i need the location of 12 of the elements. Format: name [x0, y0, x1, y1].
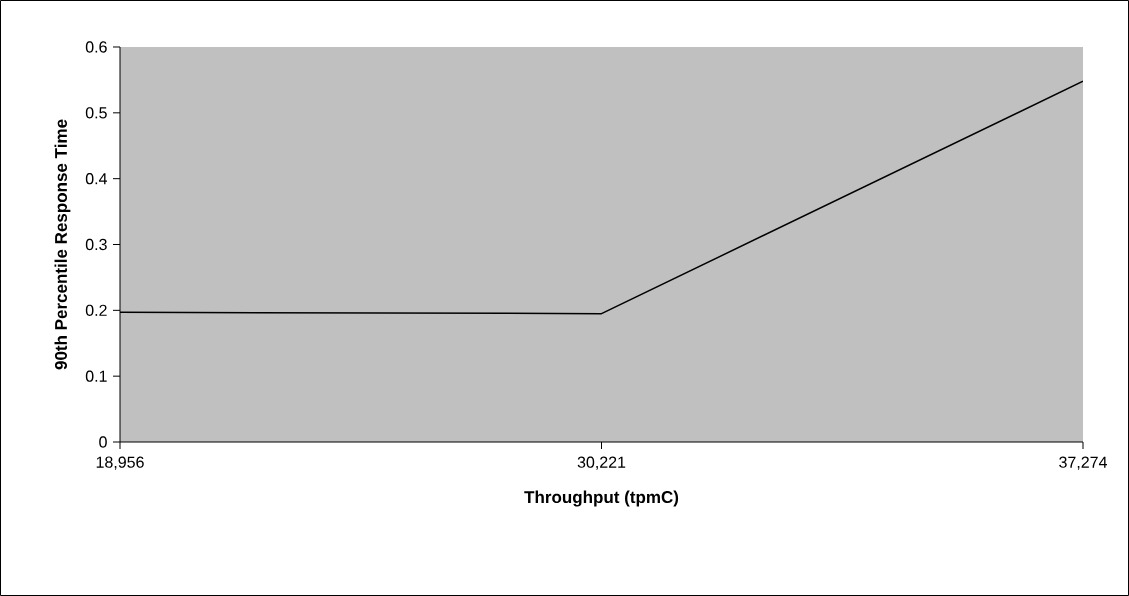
x-tick-label: 30,221: [577, 456, 626, 470]
x-axis-title: Throughput (tpmC): [524, 490, 679, 507]
x-tick-label: 37,274: [1059, 456, 1108, 470]
y-tick-label: 0.6: [85, 41, 107, 53]
y-axis-title: 90th Percentile Response Time: [54, 119, 71, 370]
y-tick-label: 0.4: [85, 173, 108, 185]
y-tick-label: 0.2: [85, 304, 107, 316]
y-tick-label: 0.3: [85, 238, 107, 251]
y-tick-label: 0.1: [85, 370, 107, 382]
x-tick-label: 18,956: [96, 456, 144, 470]
y-tick-label: 0: [99, 436, 107, 448]
y-tick-label: 0.5: [85, 107, 107, 119]
